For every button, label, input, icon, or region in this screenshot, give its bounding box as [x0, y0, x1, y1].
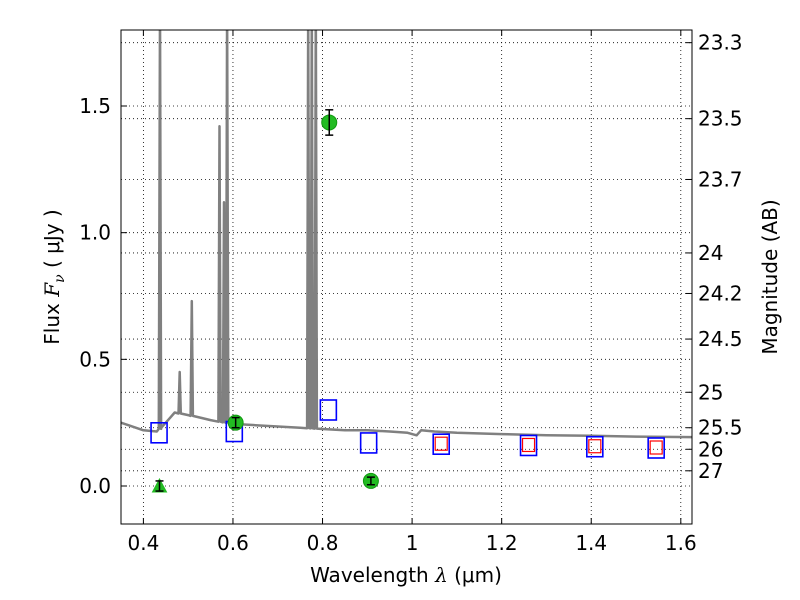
y2-tick-label: 23.3 [698, 31, 743, 55]
y-tick-label: 0.0 [79, 474, 111, 498]
plot-frame [120, 29, 693, 525]
y2-tick-label: 24.5 [698, 327, 743, 351]
y2-tick-label: 25 [698, 380, 723, 404]
model-flux-box [586, 435, 604, 458]
grid-layer [121, 30, 692, 524]
x-tick-label: 0.8 [307, 531, 339, 555]
y-tick-label: 1.5 [79, 94, 111, 118]
spectrum-line [121, 30, 692, 439]
marker-layer [150, 109, 665, 493]
model-flux-box [432, 433, 451, 456]
x-tick-label: 0.6 [217, 531, 249, 555]
y2-tick-label: 25.5 [698, 416, 743, 440]
x-tick-label: 1.2 [486, 531, 518, 555]
x-axis-label: Wavelength λ (μm) [310, 563, 502, 587]
tick-layer: 0.4 0.6 0.8 1 1.2 1.4 1.6 0.0 0.5 1.0 1.5 23.3 23.5 2… [79, 30, 743, 555]
y2-tick-label: 26 [698, 437, 723, 461]
model-flux-box-inner [521, 437, 536, 453]
x-tick-label: 1 [406, 531, 419, 555]
y2-tick-label: 27 [698, 459, 723, 483]
y-tick-label: 0.5 [79, 347, 111, 371]
model-flux-box [150, 421, 168, 444]
y2-tick-label: 24.2 [698, 281, 743, 305]
model-flux-box-inner [649, 440, 663, 455]
x-tick-label: 1.6 [665, 531, 697, 555]
x-tick-label: 0.4 [127, 531, 159, 555]
y-tick-label: 1.0 [79, 221, 111, 245]
model-flux-box-inner [588, 439, 602, 454]
spectrum-layer [121, 30, 692, 439]
y-axis-label: Flux Fν ( μJy ) [40, 209, 68, 344]
model-flux-box [519, 434, 538, 457]
model-flux-box [647, 437, 665, 459]
model-flux-box-inner [434, 436, 448, 451]
y2-tick-label: 23.5 [698, 107, 743, 131]
model-flux-box [359, 432, 378, 454]
y2-axis-label: Magnitude (AB) [758, 199, 782, 354]
y2-tick-label: 23.7 [698, 167, 743, 191]
x-tick-label: 1.4 [575, 531, 607, 555]
y2-tick-label: 24 [698, 241, 723, 265]
model-flux-box [319, 399, 338, 421]
